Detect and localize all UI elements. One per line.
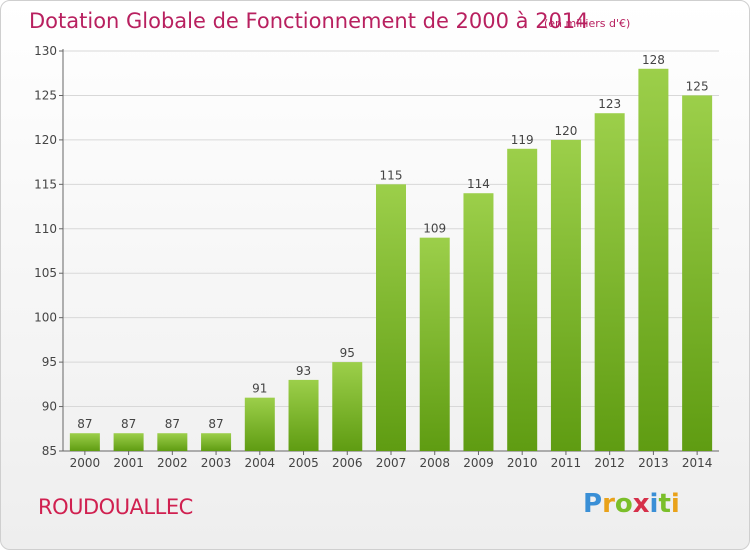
data-label-2013: 128: [642, 53, 665, 67]
proxiti-logo[interactable]: Proxiti: [583, 489, 680, 519]
bar-2014: [682, 95, 713, 451]
x-tick-label-2004: 2004: [245, 456, 276, 470]
data-label-2003: 87: [208, 417, 223, 431]
data-label-2006: 95: [340, 346, 355, 360]
data-label-2010: 119: [511, 133, 534, 147]
bar-2009: [463, 193, 494, 451]
bar-2007: [376, 184, 406, 452]
chart-title: Dotation Globale de Fonctionnement de 20…: [29, 9, 589, 33]
x-tick-label-2003: 2003: [201, 456, 232, 470]
y-tick-label: 105: [34, 266, 57, 280]
y-tick-label: 130: [34, 44, 57, 58]
bar-2002: [157, 433, 188, 451]
bar-2011: [550, 139, 581, 451]
bar-2001: [113, 433, 144, 451]
bar-2013: [638, 68, 669, 452]
y-tick-label: 95: [42, 355, 57, 369]
data-label-2011: 120: [554, 124, 577, 138]
data-label-2002: 87: [165, 417, 180, 431]
data-label-2014: 125: [686, 79, 709, 93]
x-tick-label-2000: 2000: [70, 456, 101, 470]
x-tick-labels: 2000 2001 2002 2003 2004 2005 2006 2007 2008 2009…: [70, 456, 713, 470]
y-tick-label: 100: [34, 311, 57, 325]
x-tick-label-2011: 2011: [551, 456, 582, 470]
x-tick-label-2007: 2007: [376, 456, 407, 470]
x-tick-label-2010: 2010: [507, 456, 538, 470]
x-tick-label-2013: 2013: [638, 456, 669, 470]
data-label-2012: 123: [598, 97, 621, 111]
y-tick-label: 125: [34, 88, 57, 102]
chart-subtitle: (en milliers d'€): [544, 17, 631, 30]
y-tick-label: 120: [34, 133, 57, 147]
data-label-2001: 87: [121, 417, 136, 431]
bar-2005: [288, 379, 319, 451]
data-label-2005: 93: [296, 364, 311, 378]
bar-2012: [594, 113, 625, 451]
x-tick-label-2014: 2014: [682, 456, 713, 470]
data-labels: 87 87 87 87 91 93 95 115 109 114 119 120 123 128 125: [77, 53, 708, 431]
data-label-2008: 109: [423, 222, 446, 236]
bar-2004: [244, 397, 275, 451]
x-tick-label-2006: 2006: [332, 456, 363, 470]
y-tick-labels: 85 90 95 100 105 110 115 120 125 130: [34, 44, 57, 458]
commune-name: ROUDOUALLEC: [38, 495, 193, 519]
data-label-2000: 87: [77, 417, 92, 431]
data-label-2007: 115: [380, 168, 403, 182]
y-tick-label: 85: [42, 444, 57, 458]
x-tick-label-2002: 2002: [157, 456, 188, 470]
bar-2008: [419, 237, 450, 451]
y-tick-label: 110: [34, 222, 57, 236]
y-tick-label: 90: [42, 400, 57, 414]
bar-2003: [201, 433, 232, 451]
x-tick-label-2009: 2009: [463, 456, 494, 470]
y-tick-label: 115: [34, 177, 57, 191]
x-tick-label-2001: 2001: [113, 456, 144, 470]
bar-2010: [507, 148, 538, 451]
data-label-2004: 91: [252, 382, 267, 396]
x-tick-label-2005: 2005: [288, 456, 319, 470]
bar-2006: [332, 362, 363, 451]
x-tick-label-2008: 2008: [419, 456, 450, 470]
bar-2000: [69, 433, 100, 451]
x-tick-label-2012: 2012: [594, 456, 625, 470]
bars: [69, 68, 713, 452]
data-label-2009: 114: [467, 177, 490, 191]
